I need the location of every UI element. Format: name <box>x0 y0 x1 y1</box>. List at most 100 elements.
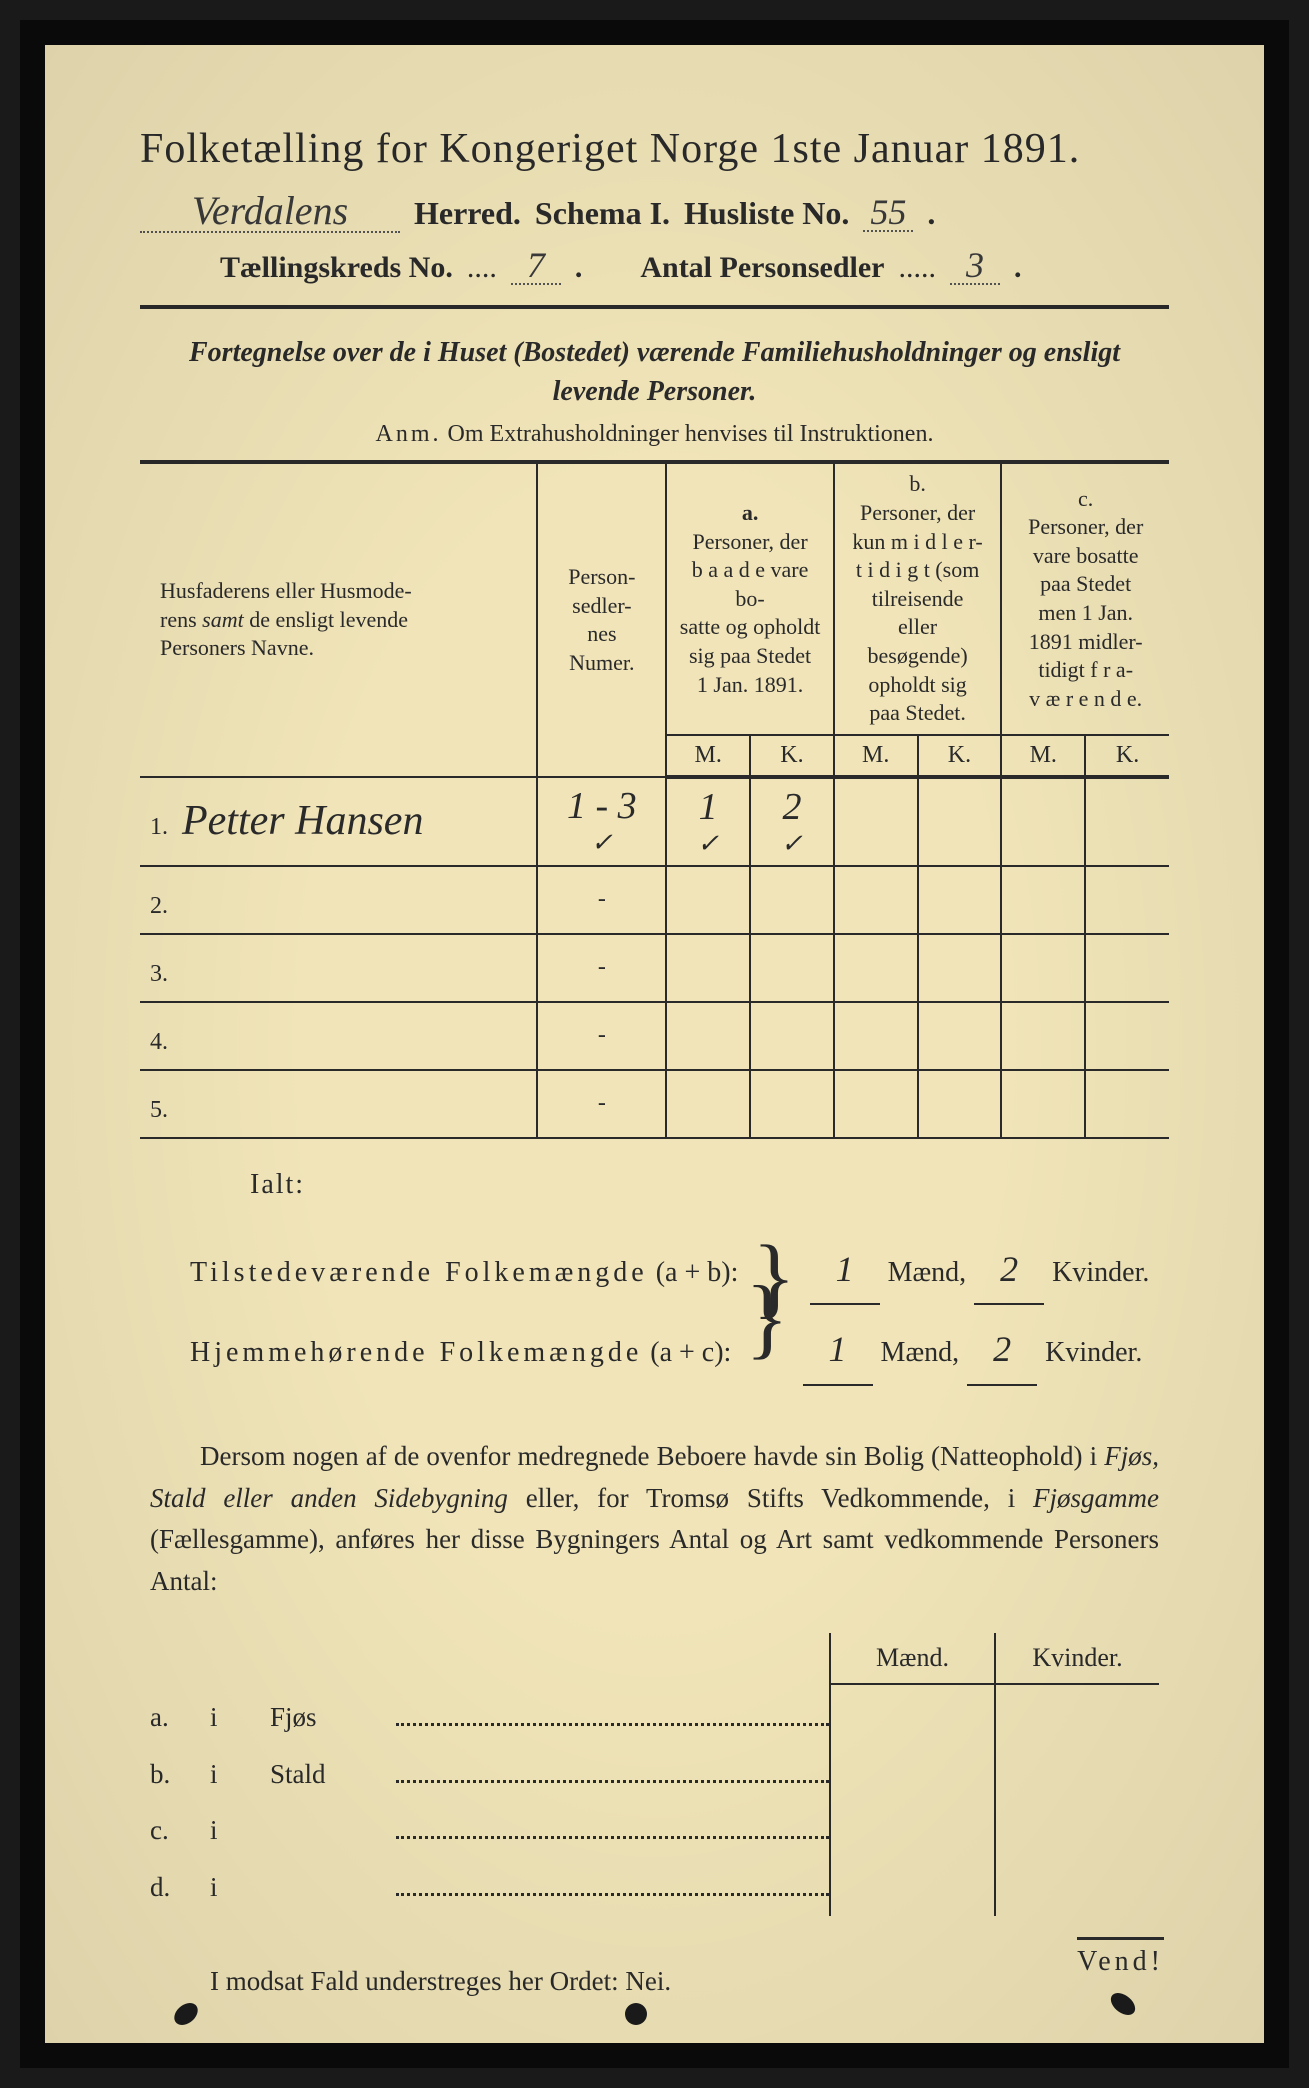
building-paragraph: Dersom nogen af de ovenfor medregnede Be… <box>150 1436 1159 1603</box>
th-numer: Person-sedler-nesNumer. <box>537 462 666 777</box>
th-c-k: K. <box>1085 735 1169 777</box>
table-body: 1.Petter Hansen1 - 3✓1✓2✓2.-3.-4.-5.- <box>140 777 1169 1138</box>
dot: . <box>1014 251 1022 285</box>
mk-cell <box>1001 1070 1085 1138</box>
punch-hole-icon <box>625 2003 647 2025</box>
para-p4: (Fællesgamme), anføres her disse Bygning… <box>150 1524 1159 1596</box>
nei-line: I modsat Fald understreges her Ordet: Ne… <box>210 1966 1159 1997</box>
row-i: i <box>210 1746 270 1803</box>
building-row: b.iStald <box>150 1746 829 1803</box>
mk-cell <box>750 866 834 934</box>
name-cell: 3. <box>140 934 537 1002</box>
name-cell: 4. <box>140 1002 537 1070</box>
mk-cell <box>750 1002 834 1070</box>
divider <box>140 305 1169 309</box>
para-p2: eller, for Tromsø Stifts Vedkommende, i <box>508 1483 1033 1513</box>
row-i: i <box>210 1802 270 1859</box>
kreds-value: 7 <box>511 247 561 285</box>
mk-cell <box>1085 934 1169 1002</box>
building-table: a.iFjøsb.iStaldc.id.i Mænd. Kvinder. <box>150 1633 1159 1916</box>
mk-cell <box>1085 1070 1169 1138</box>
col-maend: Mænd. <box>831 1633 996 1916</box>
ialt-label: Ialt: <box>250 1169 1169 1201</box>
anm-note: Anm. Om Extrahusholdninger henvises til … <box>140 421 1169 448</box>
mk-cell <box>918 934 1002 1002</box>
dots: ..... <box>898 251 936 285</box>
husliste-value: 55 <box>863 194 913 232</box>
census-form-page: Folketælling for Kongeriget Norge 1ste J… <box>20 20 1289 2068</box>
th-b-m: M. <box>834 735 918 777</box>
table-row: 4.- <box>140 1002 1169 1070</box>
page-title: Folketælling for Kongeriget Norge 1ste J… <box>140 125 1169 173</box>
mk-cell <box>918 777 1002 866</box>
table-row: 5.- <box>140 1070 1169 1138</box>
th-a-k: K. <box>750 735 834 777</box>
row-letter: b. <box>150 1746 210 1803</box>
row-i: i <box>210 1689 270 1746</box>
mk-cell <box>750 1070 834 1138</box>
th-col-a: a. Personer, derb a a d e vare bo-satte … <box>666 462 834 734</box>
row-label: Stald <box>270 1746 390 1803</box>
building-mk-cols: Mænd. Kvinder. <box>829 1633 1159 1916</box>
tot1-k: 2 <box>974 1235 1044 1305</box>
subheader-line-1: Verdalens Herred. Schema I. Husliste No.… <box>140 191 1169 233</box>
hdr-maend: Mænd. <box>831 1633 994 1685</box>
mk-cell <box>1085 866 1169 934</box>
brace-icon: } <box>745 1299 788 1353</box>
form-description: Fortegnelse over de i Huset (Bostedet) v… <box>140 333 1169 411</box>
mk-cell <box>918 1070 1002 1138</box>
personsedler-label: Antal Personsedler <box>640 251 884 285</box>
husliste-label: Husliste No. <box>684 195 849 232</box>
mk-cell <box>834 1002 918 1070</box>
numer-cell: - <box>537 866 666 934</box>
maend-label: Mænd, <box>881 1326 960 1379</box>
mk-cell <box>1001 777 1085 866</box>
col-kvinder: Kvinder. <box>996 1633 1159 1916</box>
tot2-m: 1 <box>803 1315 873 1385</box>
dot: . <box>927 195 935 232</box>
kvinder-label: Kvinder. <box>1052 1246 1149 1299</box>
th-a-m: M. <box>666 735 750 777</box>
totals-row-1: Tilstedeværende Folkemængde (a + b): } 1… <box>190 1225 1169 1305</box>
mk-cell <box>1001 866 1085 934</box>
dotted-line <box>396 1812 829 1839</box>
building-row: c.i <box>150 1802 829 1859</box>
th-b-k: K. <box>918 735 1002 777</box>
dotted-line <box>396 1756 829 1783</box>
para-p0: Dersom nogen af de ovenfor medregnede Be… <box>200 1441 1104 1471</box>
mk-cell <box>750 934 834 1002</box>
tot2-label: Hjemmehørende Folkemængde <box>190 1326 642 1379</box>
kreds-label: Tællingskreds No. <box>220 251 453 285</box>
table-row: 2.- <box>140 866 1169 934</box>
building-row: d.i <box>150 1859 829 1916</box>
row-i: i <box>210 1859 270 1916</box>
th-name: Husfaderens eller Husmode-rens samt de e… <box>140 462 537 777</box>
mk-cell: 1✓ <box>666 777 750 866</box>
table-row: 3.- <box>140 934 1169 1002</box>
mk-cell <box>666 1002 750 1070</box>
mk-cell <box>1085 1002 1169 1070</box>
numer-cell: 1 - 3✓ <box>537 777 666 866</box>
anm-text: Om Extrahusholdninger henvises til Instr… <box>448 421 934 447</box>
schema-label: Schema I. <box>535 195 670 232</box>
mk-cell <box>666 1070 750 1138</box>
th-col-b: b. Personer, derkun m i d l e r-t i d i … <box>834 462 1002 734</box>
hdr-kvinder: Kvinder. <box>996 1633 1159 1685</box>
desc-line2: levende Personer. <box>553 376 757 407</box>
subheader-line-2: Tællingskreds No. .... 7 . Antal Persons… <box>140 247 1169 285</box>
tot1-m: 1 <box>810 1235 880 1305</box>
mk-cell <box>918 1002 1002 1070</box>
row-letter: c. <box>150 1802 210 1859</box>
tot2-formula: (a + c): <box>650 1326 731 1379</box>
th-c-m: M. <box>1001 735 1085 777</box>
anm-label: Anm. <box>376 421 442 447</box>
building-row: a.iFjøs <box>150 1689 829 1746</box>
dotted-line <box>396 1869 829 1896</box>
dot: . <box>575 251 583 285</box>
vend-label: Vend! <box>1077 1937 1164 1978</box>
numer-cell: - <box>537 934 666 1002</box>
mk-cell <box>834 777 918 866</box>
building-rows: a.iFjøsb.iStaldc.id.i <box>150 1633 829 1916</box>
totals-row-2: Hjemmehørende Folkemængde (a + c): } 1 M… <box>190 1305 1169 1385</box>
para-p3: Fjøsgamme <box>1033 1483 1159 1513</box>
